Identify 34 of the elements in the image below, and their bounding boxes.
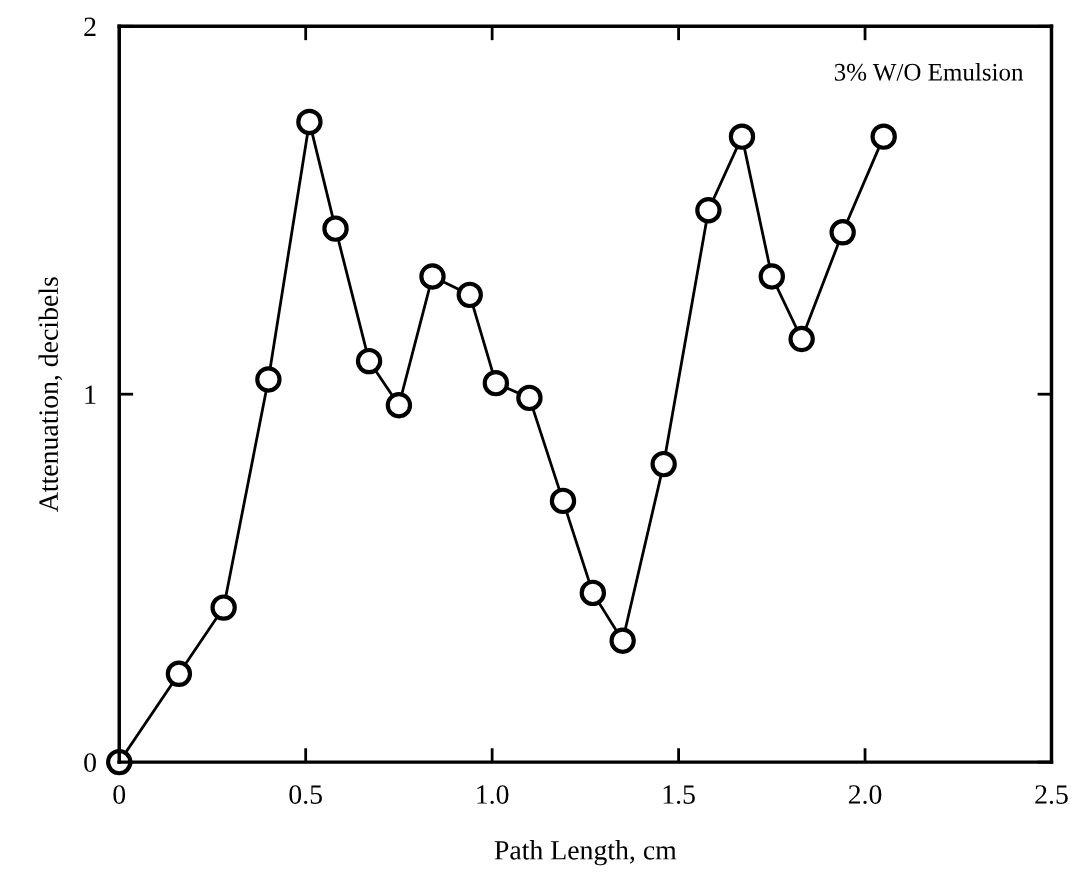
point <box>829 219 856 246</box>
point <box>255 366 282 393</box>
x-tick-label: 1.0 <box>477 785 509 805</box>
point <box>210 594 237 621</box>
point <box>788 325 815 353</box>
point <box>355 347 383 375</box>
point <box>579 579 607 607</box>
point <box>609 627 636 654</box>
point <box>870 123 897 150</box>
annotation: 3% W/O Emulsion <box>834 63 1024 81</box>
point <box>482 369 510 397</box>
y-tick-label: 0 <box>84 753 96 773</box>
point <box>419 263 446 290</box>
point <box>106 748 133 776</box>
x-tick-label: 0 <box>113 785 126 804</box>
point <box>165 660 193 688</box>
point <box>695 197 722 224</box>
x-tick-label: 2.0 <box>848 785 882 805</box>
point <box>549 487 577 515</box>
point <box>322 215 349 242</box>
x-tick-label: 1.5 <box>663 785 695 805</box>
x-axis-title: Path Length, cm <box>494 840 677 866</box>
point <box>516 384 543 412</box>
point <box>456 281 483 309</box>
y-tick-label: 1 <box>85 385 96 404</box>
point <box>385 392 413 419</box>
x-tick-label: 2.5 <box>1035 785 1068 805</box>
y-axis-title: Attenuation, decibels <box>38 277 63 512</box>
point <box>758 263 786 290</box>
x-tick-label: 0.5 <box>289 785 322 805</box>
point <box>728 123 756 150</box>
y-tick-label: 2 <box>84 17 96 36</box>
point <box>650 450 677 478</box>
point <box>296 108 323 136</box>
